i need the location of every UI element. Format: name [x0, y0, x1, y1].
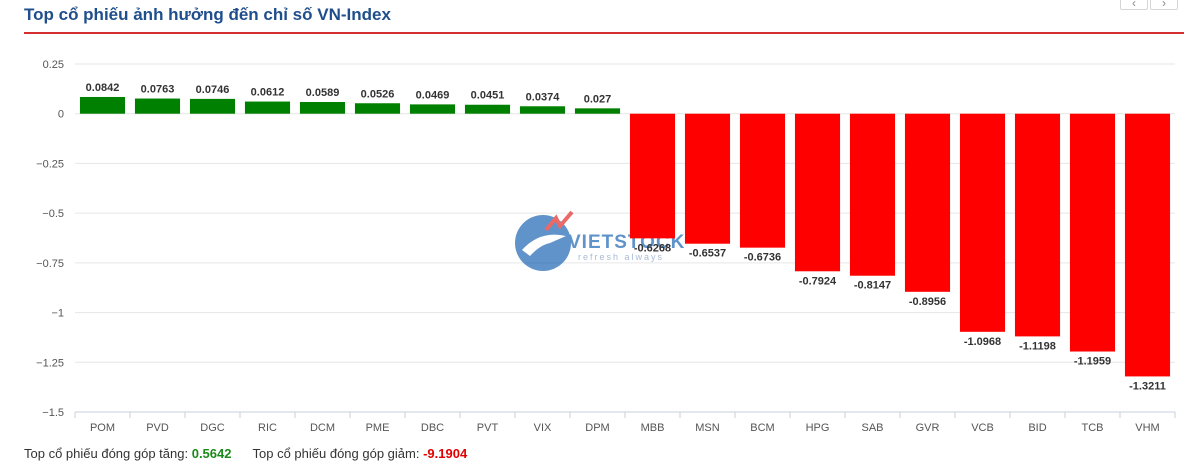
x-tick-label: DCM [310, 422, 335, 434]
x-tick-label: DGC [200, 422, 225, 434]
data-label: -1.3211 [1129, 380, 1166, 392]
data-label: -1.1198 [1019, 340, 1056, 352]
x-tick-label: TCB [1082, 422, 1104, 434]
x-tick-label: DBC [421, 422, 444, 434]
bar-bid [1014, 113, 1061, 337]
watermark-check-icon [544, 210, 574, 232]
y-tick-label: −1.5 [42, 407, 64, 419]
x-tick-label: VCB [971, 422, 994, 434]
data-label: 0.0746 [196, 84, 230, 96]
data-label: -0.8956 [909, 296, 946, 308]
x-tick-label: SAB [861, 422, 883, 434]
footer-summary: Top cổ phiếu đóng góp tăng: 0.5642 Top c… [24, 446, 467, 461]
bar-msn [684, 113, 731, 244]
x-tick-label: PVD [146, 422, 169, 434]
data-label: 0.027 [584, 93, 612, 105]
y-tick-label: −0.75 [36, 258, 64, 270]
data-label: -0.8147 [854, 280, 891, 292]
bar-gvr [904, 113, 951, 292]
bar-sab [849, 113, 896, 276]
y-tick-label: −1 [51, 308, 64, 320]
data-label: 0.0763 [141, 84, 175, 96]
y-tick-label: −0.25 [36, 158, 64, 170]
data-label: -0.6736 [744, 252, 781, 264]
x-tick-label: VIX [534, 422, 552, 434]
next-button[interactable]: › [1150, 0, 1178, 10]
bar-ric [244, 101, 291, 114]
y-tick-label: −1.25 [36, 357, 64, 369]
x-tick-label: BID [1028, 422, 1046, 434]
x-tick-label: PME [366, 422, 390, 434]
x-axis: POM PVD DGC RIC DCM PME DBC PVT VIX DPM MBB MSN BCM H… [74, 412, 1176, 434]
watermark-tagline: refresh always [578, 252, 664, 262]
chart-header: Top cổ phiếu ảnh hưởng đến chỉ số VN-Ind… [24, 0, 1184, 34]
page-title: Top cổ phiếu ảnh hưởng đến chỉ số VN-Ind… [24, 5, 391, 24]
x-tick-label: MSN [695, 422, 720, 434]
bar-pvd [134, 98, 181, 114]
data-label: -0.7924 [799, 275, 837, 287]
bar-bcm [739, 113, 786, 248]
data-labels: 0.0842 0.0763 0.0746 0.0612 0.0589 0.0526 0.04… [86, 82, 1166, 392]
data-label: 0.0451 [471, 90, 505, 102]
bar-dcm [299, 102, 346, 114]
title-divider [24, 32, 1184, 34]
bar-dbc [409, 104, 456, 114]
data-label: -1.1959 [1074, 356, 1111, 368]
bar-vcb [959, 113, 1006, 332]
y-tick-label: 0.25 [43, 59, 64, 71]
bar-hpg [794, 113, 841, 272]
y-axis: 0.25 0 −0.25 −0.5 −0.75 −1 −1.25 −1.5 [36, 59, 64, 419]
bar-pom [79, 96, 126, 114]
gain-value: 0.5642 [191, 446, 232, 461]
bar-vhm [1124, 113, 1171, 377]
data-label: -0.6268 [634, 242, 671, 254]
bar-vix [519, 106, 566, 114]
x-tick-label: HPG [806, 422, 830, 434]
x-tick-label: RIC [258, 422, 277, 434]
x-tick-label: DPM [585, 422, 609, 434]
data-label: 0.0374 [526, 91, 561, 103]
x-tick-label: BCM [750, 422, 774, 434]
bar-dgc [189, 98, 236, 114]
bar-chart: VIETSTOCK refresh always 0.0842 0.0763 0.0… [36, 59, 1176, 434]
x-tick-label: VHM [1135, 422, 1159, 434]
data-label: -0.6537 [689, 248, 726, 260]
bars [79, 96, 1171, 377]
data-label: 0.0842 [86, 82, 120, 94]
data-label: 0.0612 [251, 87, 285, 99]
data-label: -1.0968 [964, 336, 1001, 348]
x-tick-label: MBB [641, 422, 665, 434]
data-label: 0.0526 [361, 88, 395, 100]
data-label: 0.0589 [306, 87, 340, 99]
watermark-swoosh-icon [522, 234, 566, 256]
x-tick-label: PVT [477, 422, 499, 434]
bar-pme [354, 103, 401, 114]
loss-value: -9.1904 [423, 446, 468, 461]
bar-dpm [574, 108, 621, 114]
y-tick-label: −0.5 [42, 208, 64, 220]
bar-mbb [629, 113, 676, 239]
loss-label: Top cổ phiếu đóng góp giảm: [252, 446, 420, 461]
x-tick-label: POM [90, 422, 115, 434]
bar-tcb [1069, 113, 1116, 352]
data-label: 0.0469 [416, 89, 450, 101]
x-tick-label: GVR [916, 422, 940, 434]
gain-label: Top cổ phiếu đóng góp tăng: [24, 446, 189, 461]
bar-pvt [464, 104, 511, 114]
prev-button[interactable]: ‹ [1120, 0, 1148, 10]
y-tick-label: 0 [58, 109, 64, 121]
